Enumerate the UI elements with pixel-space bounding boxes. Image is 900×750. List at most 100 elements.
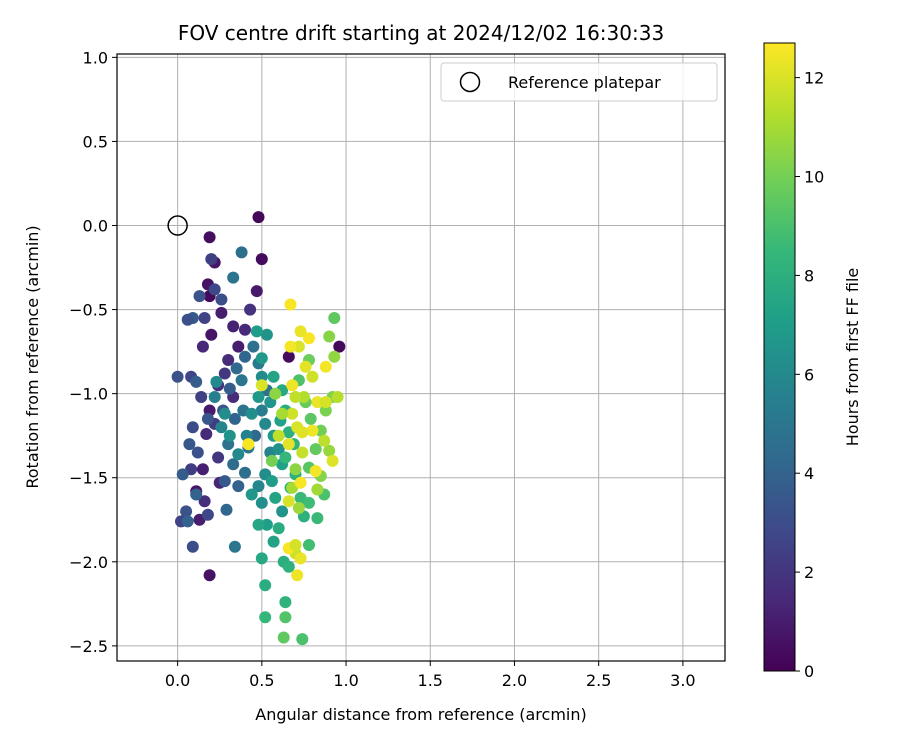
data-point	[183, 438, 196, 451]
colorbar-gradient	[763, 42, 796, 672]
data-point	[215, 306, 228, 319]
data-point	[282, 495, 295, 508]
data-point	[311, 396, 324, 409]
x-tick-label: 2.0	[502, 671, 527, 690]
data-point	[247, 340, 260, 353]
data-point	[265, 475, 278, 488]
y-tick-label: 0.5	[83, 132, 108, 151]
data-point	[203, 231, 216, 244]
data-point	[279, 611, 292, 624]
data-point	[318, 434, 331, 447]
data-point	[297, 391, 310, 403]
data-point	[230, 362, 243, 375]
data-point	[255, 496, 268, 509]
data-point	[294, 476, 307, 489]
data-point	[180, 505, 193, 518]
data-point	[210, 375, 223, 388]
data-point	[259, 417, 272, 430]
data-point	[245, 407, 258, 420]
data-point	[282, 438, 295, 451]
data-point	[255, 352, 268, 365]
data-point	[323, 330, 336, 343]
data-point	[193, 290, 206, 303]
data-point	[255, 404, 268, 417]
data-point	[311, 512, 324, 525]
data-point	[239, 323, 251, 336]
data-point	[303, 332, 315, 345]
data-point	[239, 466, 251, 479]
data-point	[289, 391, 302, 403]
data-point	[235, 374, 248, 387]
data-point	[296, 446, 309, 459]
data-point	[232, 448, 245, 461]
data-point	[306, 424, 319, 437]
data-point	[186, 540, 199, 553]
data-point	[267, 535, 280, 548]
colorbar-tick-label: 10	[804, 168, 824, 187]
data-point	[220, 503, 233, 516]
data-point	[203, 569, 216, 582]
axis-ticks: 0.0 0.5 1.0 1.5 2.0 2.5 3.0 1.0 0.5 0.0 −0.5 −1.0 −1…	[69, 48, 695, 690]
data-point	[190, 375, 203, 388]
data-point	[309, 443, 322, 456]
data-point	[276, 505, 289, 518]
data-point	[265, 454, 278, 467]
data-point	[223, 429, 236, 442]
colorbar: 0 2 4 6 8 10 12 Hours from first FF file	[763, 42, 862, 681]
reference-platepar-marker	[167, 215, 188, 236]
data-point	[255, 379, 268, 392]
data-point	[196, 340, 209, 353]
data-point	[232, 480, 245, 493]
data-point	[252, 211, 265, 224]
data-point	[218, 407, 231, 420]
data-point	[272, 522, 285, 535]
data-point	[249, 429, 262, 442]
data-point	[186, 421, 199, 434]
y-tick-label: −1.5	[69, 469, 108, 488]
x-tick-label: 1.0	[333, 671, 358, 690]
colorbar-tick-label: 0	[804, 662, 814, 681]
data-point	[259, 579, 272, 592]
data-point	[227, 458, 240, 471]
plot-area-frame	[116, 53, 726, 662]
data-point	[218, 367, 231, 380]
data-point	[232, 340, 245, 353]
y-tick-label: −0.5	[69, 301, 108, 320]
data-point	[328, 350, 341, 363]
data-point	[255, 552, 268, 565]
data-point	[304, 412, 317, 425]
data-point	[282, 350, 295, 363]
data-point	[196, 463, 209, 476]
data-point	[267, 370, 280, 383]
data-point	[328, 312, 341, 324]
data-point	[286, 379, 299, 392]
data-point	[215, 421, 228, 434]
data-point	[222, 354, 235, 366]
legend-label-reference: Reference platepar	[508, 73, 661, 92]
data-point	[215, 293, 228, 306]
data-point	[284, 340, 297, 353]
y-tick-label: 1.0	[83, 48, 108, 67]
data-point	[333, 340, 346, 353]
y-tick-label: −2.0	[69, 553, 108, 572]
data-point	[294, 325, 307, 338]
y-tick-label: 0.0	[83, 217, 108, 236]
data-point	[279, 451, 292, 464]
y-axis-label: Rotation from reference (arcmin)	[23, 225, 42, 488]
x-tick-label: 2.5	[586, 671, 611, 690]
data-point	[205, 328, 218, 341]
data-point	[198, 495, 211, 508]
data-point	[228, 540, 241, 553]
data-point	[176, 468, 189, 481]
data-point	[331, 391, 344, 403]
data-point	[260, 518, 273, 531]
data-point	[208, 391, 221, 403]
data-point	[218, 475, 231, 488]
x-tick-label: 3.0	[670, 671, 695, 690]
colorbar-tick-label: 4	[804, 464, 814, 483]
colorbar-tick-label: 2	[804, 563, 814, 582]
colorbar-tick-label: 6	[804, 365, 814, 384]
data-points	[167, 211, 346, 646]
